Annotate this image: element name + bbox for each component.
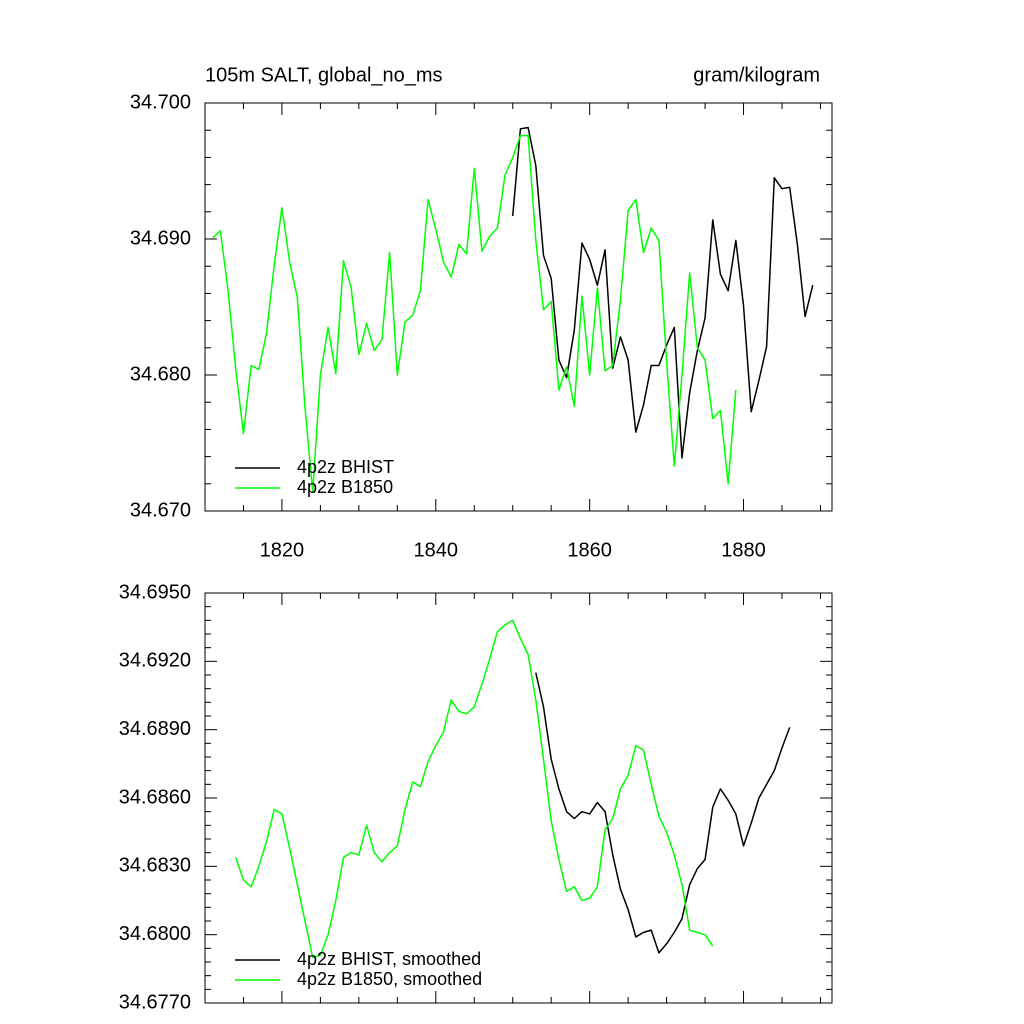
y-tick-label: 34.690	[130, 227, 191, 249]
y-tick-label: 34.670	[130, 499, 191, 521]
x-tick-label: 1840	[414, 539, 459, 561]
legend-label: 4p2z B1850	[297, 477, 393, 497]
legend-label: 4p2z BHIST, smoothed	[297, 949, 481, 969]
x-tick-label: 1860	[567, 539, 612, 561]
y-tick-label: 34.680	[130, 363, 191, 385]
y-tick-label: 34.6770	[119, 991, 191, 1013]
x-tick-label: 1880	[721, 539, 766, 561]
series-line	[535, 672, 791, 954]
y-tick-label: 34.700	[130, 91, 191, 113]
y-tick-label: 34.6830	[119, 855, 191, 877]
y-tick-label: 34.6920	[119, 650, 191, 672]
series-line	[235, 619, 714, 959]
plot-frame	[204, 102, 833, 512]
units-label: gram/kilogram	[693, 64, 820, 86]
legend-label: 4p2z BHIST	[297, 457, 394, 477]
chart-title: 105m SALT, global_no_ms	[205, 64, 443, 86]
plot-frame	[204, 592, 833, 1004]
y-tick-label: 34.6860	[119, 786, 191, 808]
y-tick-label: 34.6950	[119, 581, 191, 603]
x-tick-label: 1820	[260, 539, 305, 561]
y-tick-label: 34.6800	[119, 923, 191, 945]
y-tick-label: 34.6890	[119, 718, 191, 740]
series-line	[212, 134, 737, 493]
legend-label: 4p2z B1850, smoothed	[297, 969, 482, 989]
series-line	[511, 126, 814, 459]
